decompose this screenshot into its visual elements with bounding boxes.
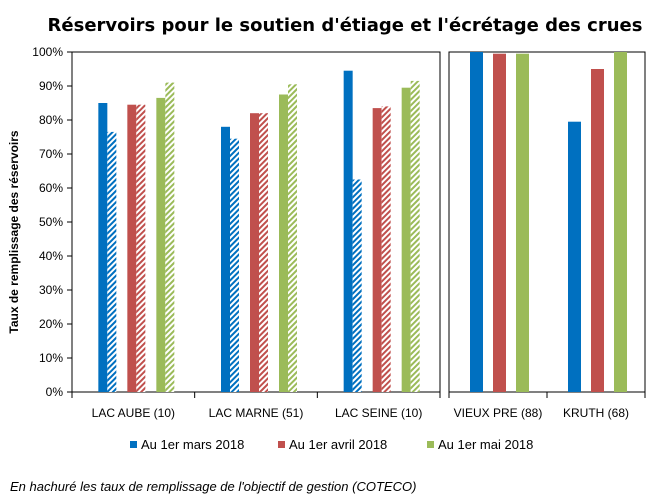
- legend: Au 1er mars 2018 Au 1er avril 2018 Au 1er …: [130, 437, 533, 452]
- x-tick-label: LAC SEINE (10): [335, 406, 422, 420]
- bar: [591, 69, 604, 392]
- objective-bar: [107, 131, 117, 392]
- objective-bar: [410, 80, 420, 393]
- bar: [343, 70, 353, 392]
- y-tick-label: 0%: [46, 385, 64, 399]
- bar: [568, 121, 581, 392]
- bar: [127, 104, 137, 392]
- legend-swatch: [427, 441, 434, 448]
- y-tick-label: 60%: [39, 181, 63, 195]
- bar: [401, 87, 411, 392]
- y-tick-label: 20%: [39, 317, 63, 331]
- y-tick-label: 10%: [39, 351, 63, 365]
- bar: [250, 113, 259, 392]
- y-tick-label: 100%: [32, 45, 63, 59]
- bar: [98, 103, 108, 392]
- x-tick-label: KRUTH (68): [563, 406, 629, 420]
- bar: [156, 97, 166, 393]
- bar: [279, 94, 288, 392]
- bar: [493, 53, 506, 392]
- footnote: En hachuré les taux de remplissage de l'…: [10, 479, 416, 494]
- objective-bar: [230, 138, 239, 392]
- y-tick-label: 40%: [39, 249, 63, 263]
- legend-swatch: [278, 441, 285, 448]
- bar: [614, 52, 627, 392]
- legend-swatch: [130, 441, 137, 448]
- bars: [98, 52, 627, 393]
- x-axis: LAC AUBE (10) LAC MARNE (51) LAC SEINE (10…: [71, 392, 646, 420]
- objective-bar: [165, 82, 175, 392]
- x-tick-label: VIEUX PRE (88): [454, 406, 543, 420]
- legend-entry: Au 1er mars 2018: [141, 437, 244, 452]
- legend-entry: Au 1er avril 2018: [289, 437, 387, 452]
- y-tick-label: 70%: [39, 147, 63, 161]
- y-tick-label: 80%: [39, 113, 63, 127]
- y-axis-label: Taux de remplissage des réservoirs: [7, 130, 21, 334]
- bar: [221, 126, 230, 393]
- x-tick-label: LAC AUBE (10): [92, 406, 175, 420]
- bar: [516, 53, 529, 392]
- y-axis: 0% 10% 20% 30% 40% 50% 60% 70% 80% 90% 100%: [32, 45, 72, 399]
- bar: [372, 108, 382, 392]
- y-tick-label: 50%: [39, 215, 63, 229]
- objective-bar: [288, 84, 297, 393]
- y-tick-label: 30%: [39, 283, 63, 297]
- objective-bar: [381, 106, 391, 393]
- bar: [470, 52, 483, 392]
- x-tick-label: LAC MARNE (51): [209, 406, 304, 420]
- chart-title: Réservoirs pour le soutien d'étiage et l…: [48, 15, 643, 36]
- objective-bar: [352, 179, 362, 392]
- objective-bar: [259, 113, 268, 392]
- y-tick-label: 90%: [39, 79, 63, 93]
- objective-bar: [136, 104, 146, 392]
- legend-entry: Au 1er mai 2018: [438, 437, 533, 452]
